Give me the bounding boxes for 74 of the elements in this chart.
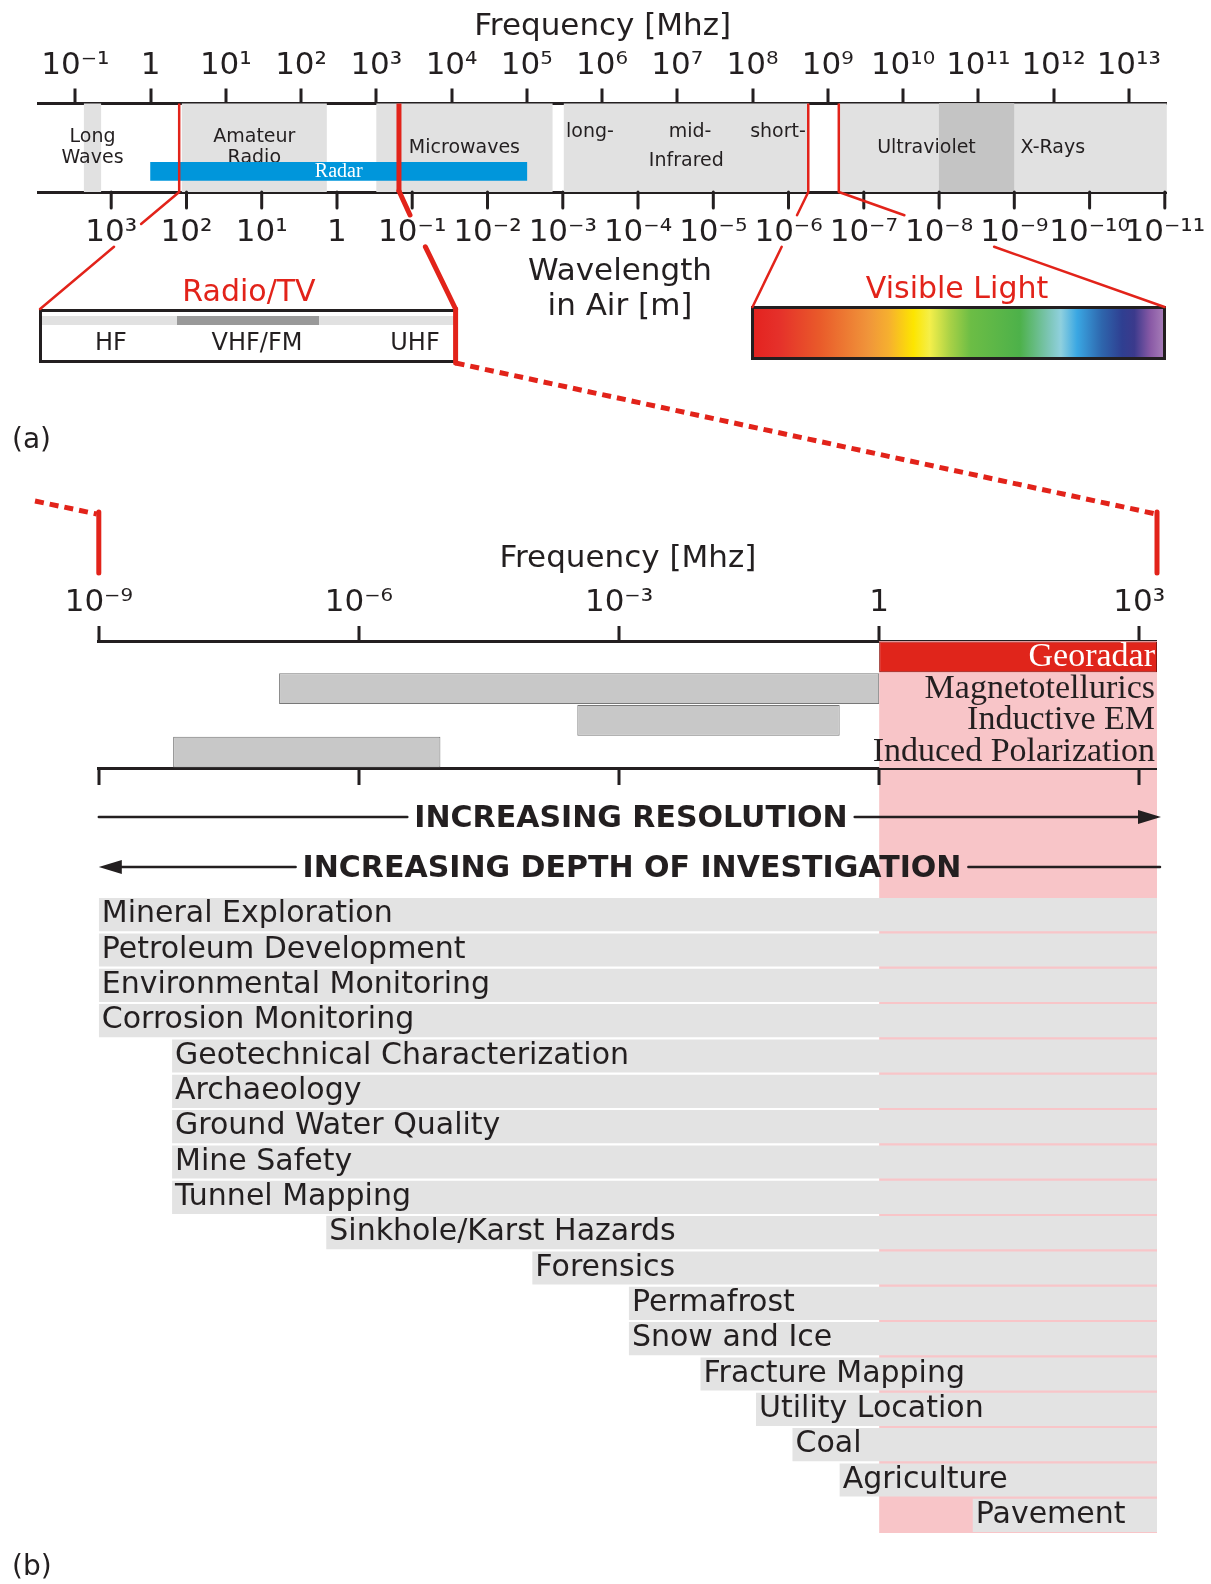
text: 10⁻⁷ xyxy=(829,212,898,249)
x-tick-label: 10⁻³ xyxy=(584,582,654,619)
y-tick-label: Snow and Ice xyxy=(631,1318,833,1354)
y-tick-label: Ground Water Quality xyxy=(175,1106,501,1142)
x-tick-label: 10² xyxy=(275,44,328,81)
y-tick-label: Pavement xyxy=(975,1495,1126,1531)
x-axis-title: Frequency [Mhz] xyxy=(474,5,732,42)
x-tick-label: 10¹² xyxy=(1021,44,1086,81)
x-tick-label: 10⁴ xyxy=(425,44,478,81)
y-tick-label: Georadar xyxy=(1028,635,1156,673)
x-tick-label: 10⁵ xyxy=(500,44,553,81)
text: Wavelength in Air [m] xyxy=(527,251,713,322)
text: INCREASING RESOLUTION xyxy=(414,798,848,835)
x-tick-label: 10⁹ xyxy=(801,44,854,81)
text: 10⁻³ xyxy=(528,212,597,249)
x-tick-label: 10⁻⁶ xyxy=(324,582,394,619)
text: 10⁻⁹ xyxy=(980,212,1049,249)
y-tick-label: Utility Location xyxy=(759,1389,984,1425)
y-tick-label: Petroleum Development xyxy=(101,929,466,965)
annotation: short- xyxy=(750,119,806,142)
y-tick-label: Forensics xyxy=(535,1247,676,1283)
band-label: Long Waves xyxy=(61,124,124,168)
y-tick-label: Induced Polarization xyxy=(872,731,1155,769)
band-label: Infrared xyxy=(648,147,724,170)
y-tick-label: Archaeology xyxy=(175,1071,362,1107)
y-tick-label: Environmental Monitoring xyxy=(101,965,491,1001)
text: 10⁻² xyxy=(453,212,522,249)
text: 10¹ xyxy=(235,212,288,249)
band-label: Microwaves xyxy=(408,134,521,157)
x-tick-label: 10¹⁰ xyxy=(870,44,936,81)
x-tick-label: 1 xyxy=(140,44,161,81)
band-label: Ultraviolet xyxy=(877,134,976,157)
x-tick-label: 10¹¹ xyxy=(946,44,1011,81)
y-tick-label: Radar xyxy=(314,158,363,181)
text: 1 xyxy=(327,212,347,249)
y-tick-label: Geotechnical Characterization xyxy=(175,1035,630,1071)
x-tick-label: 10⁷ xyxy=(651,44,704,81)
text: Visible Light xyxy=(865,269,1049,306)
band-label: X-Rays xyxy=(1020,134,1086,157)
y-tick-label: Coal xyxy=(795,1424,862,1460)
text: 10² xyxy=(160,212,213,249)
text: 10⁻⁵ xyxy=(679,212,748,249)
text: 10⁻¹ xyxy=(378,212,447,249)
y-tick-label: Mineral Exploration xyxy=(101,894,393,930)
y-tick-label: Corrosion Monitoring xyxy=(101,1000,415,1036)
text: (a) xyxy=(12,421,52,456)
text: INCREASING DEPTH OF INVESTIGATION xyxy=(302,848,962,885)
x-tick-label: 10⁶ xyxy=(576,44,628,81)
text: VHF/FM xyxy=(211,328,303,357)
text: UHF xyxy=(390,328,440,357)
text: HF xyxy=(95,328,127,357)
y-tick-label: Tunnel Mapping xyxy=(174,1177,411,1213)
x-tick-label: 10⁻¹ xyxy=(41,44,110,81)
y-tick-label: Sinkhole/Karst Hazards xyxy=(329,1212,676,1248)
annotation: long- xyxy=(566,119,614,142)
x-tick-label: 10³ xyxy=(350,44,403,81)
x-tick-label: 10³ xyxy=(1113,582,1166,619)
x-tick-label: 1 xyxy=(869,582,890,619)
y-tick-label: Agriculture xyxy=(842,1459,1008,1495)
x-tick-label: 10¹ xyxy=(199,44,252,81)
text: 10⁻⁶ xyxy=(754,212,823,249)
y-tick-label: Mine Safety xyxy=(175,1141,353,1177)
x-tick-label: 10¹³ xyxy=(1096,44,1161,81)
text: 10³ xyxy=(85,212,138,249)
x-axis-title: Frequency [Mhz] xyxy=(499,537,757,574)
annotation: mid- xyxy=(668,119,712,142)
y-tick-label: Permafrost xyxy=(631,1283,796,1319)
text: 10⁻⁴ xyxy=(603,212,673,249)
x-tick-label: 10⁸ xyxy=(726,44,779,81)
text: (b) xyxy=(12,1548,52,1583)
x-tick-label: 10⁻⁹ xyxy=(64,582,133,619)
text: Radio/TV xyxy=(182,272,316,309)
y-tick-label: Fracture Mapping xyxy=(703,1353,965,1389)
text: 10⁻⁸ xyxy=(904,212,974,249)
